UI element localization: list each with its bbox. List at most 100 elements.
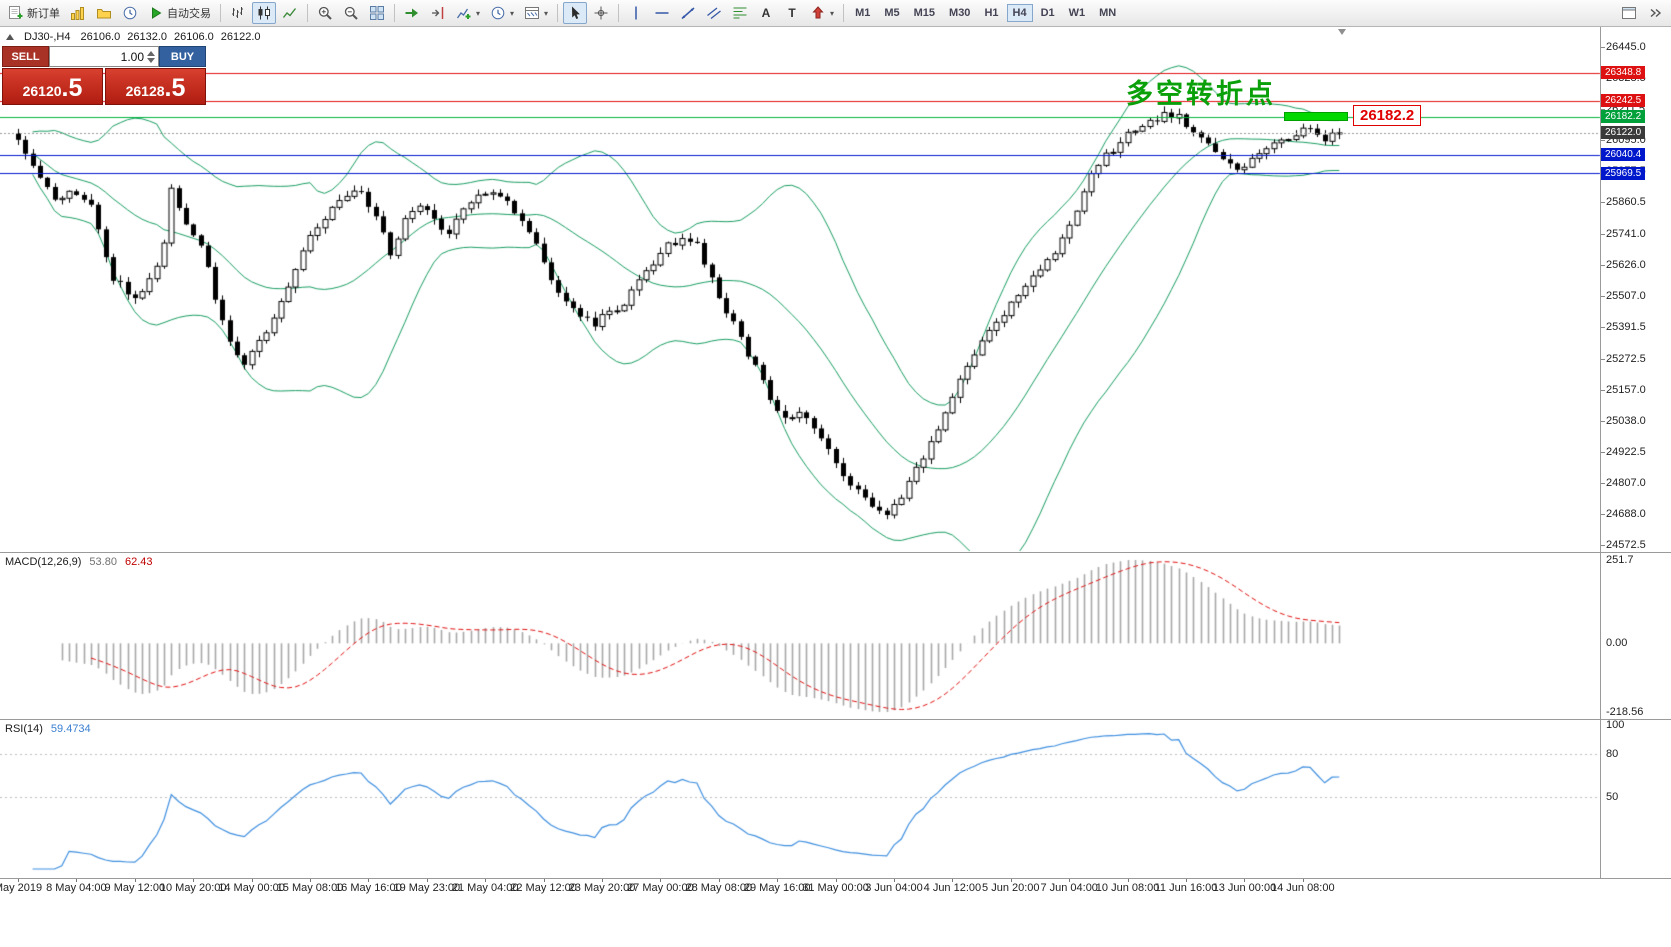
- svg-text:T: T: [788, 6, 796, 20]
- x-axis-tick: [660, 878, 661, 882]
- buy-button[interactable]: BUY: [159, 46, 206, 67]
- x-axis-tick: [836, 878, 837, 882]
- profiles-icon[interactable]: [92, 2, 116, 24]
- x-axis-date-label: 29 May 16:00: [743, 882, 811, 894]
- new-order-button[interactable]: 新订单: [4, 2, 64, 24]
- toolbar-overflow-icon[interactable]: [1643, 2, 1667, 24]
- svg-text:A: A: [762, 6, 771, 20]
- chart-shift-marker-icon[interactable]: [1338, 29, 1346, 35]
- timeframe-w1[interactable]: W1: [1068, 7, 1086, 19]
- macd-axis-max-label: 251.7: [1606, 554, 1634, 566]
- spinner-down-icon[interactable]: [147, 57, 155, 63]
- toolbar-right-group: [1616, 0, 1668, 26]
- buy-price-button[interactable]: 26128 .5: [105, 68, 206, 105]
- x-axis-tick: [602, 878, 603, 882]
- x-axis-tick: [193, 878, 194, 882]
- macd-axis-zero-label: 0.00: [1606, 637, 1628, 650]
- label-icon[interactable]: T: [780, 2, 804, 24]
- x-axis-date-label: 10 May 20:00: [159, 882, 227, 894]
- arrows-icon[interactable]: ▾: [806, 2, 838, 24]
- x-axis-tick: [368, 878, 369, 882]
- rsi-indicator-title: RSI(14) 59.4734: [5, 723, 91, 735]
- timeframe-mn[interactable]: MN: [1099, 7, 1117, 19]
- y-axis-tick: [1600, 452, 1605, 453]
- timeframe-h1[interactable]: H1: [984, 7, 999, 19]
- resistance-zone-rectangle[interactable]: [1284, 112, 1348, 121]
- channel-icon[interactable]: [702, 2, 726, 24]
- y-axis-tick: [1600, 234, 1605, 235]
- zoom-in-icon[interactable]: [313, 2, 337, 24]
- periods-icon[interactable]: ▾: [486, 2, 518, 24]
- price-level-flag[interactable]: 26182.2: [1353, 105, 1422, 126]
- y-axis-price-label: 25038.0: [1606, 415, 1646, 428]
- chinese-annotation[interactable]: 多空转折点: [1126, 79, 1276, 110]
- timeframe-h4[interactable]: H4: [1006, 4, 1033, 22]
- y-axis-tick: [1600, 202, 1605, 203]
- x-axis-date-label: May 2019: [0, 882, 43, 894]
- text-icon[interactable]: A: [754, 2, 778, 24]
- sell-price-button[interactable]: 26120 .5: [2, 68, 103, 105]
- indicators-icon[interactable]: ▾: [452, 2, 484, 24]
- panel-separator-macd[interactable]: [0, 552, 1671, 553]
- market-watch-icon[interactable]: [118, 2, 142, 24]
- timeframe-m15[interactable]: M15: [913, 7, 936, 19]
- zoom-out-icon[interactable]: [339, 2, 363, 24]
- candlestick-chart-icon[interactable]: [252, 2, 276, 24]
- cursor-icon[interactable]: [563, 2, 588, 24]
- timeframe-m5[interactable]: M5: [884, 7, 900, 19]
- x-axis-date-label: 3 Jun 04:00: [865, 882, 923, 894]
- line-chart-icon[interactable]: [278, 2, 302, 24]
- volume-value: 1.00: [120, 49, 144, 64]
- auto-trading-button[interactable]: 自动交易: [144, 2, 215, 24]
- timeframe-m30[interactable]: M30: [949, 7, 971, 19]
- rsi-axis-label: 80: [1606, 747, 1619, 760]
- x-axis-tick: [252, 878, 253, 882]
- dock-windows-icon[interactable]: [1617, 2, 1641, 24]
- pivot-line-green-badge: 26182.2: [1601, 110, 1646, 124]
- x-axis-date-label: 14 Jun 08:00: [1270, 882, 1335, 894]
- templates-icon[interactable]: ▾: [520, 2, 552, 24]
- y-axis-tick: [1600, 359, 1605, 360]
- support-line-upper-badge: 26040.4: [1601, 148, 1646, 162]
- x-axis-tick: [777, 878, 778, 882]
- rsi-title: RSI(14): [5, 723, 43, 735]
- y-axis-separator: [1600, 27, 1601, 878]
- x-axis-tick: [135, 878, 136, 882]
- y-axis-tick: [1600, 140, 1605, 141]
- volume-input[interactable]: 1.00: [49, 46, 159, 67]
- fibonacci-icon[interactable]: [728, 2, 752, 24]
- x-axis-date-label: 13 Jun 00:00: [1212, 882, 1277, 894]
- trendline-icon[interactable]: [676, 2, 700, 24]
- y-axis-price-label: 26445.0: [1606, 41, 1646, 53]
- spinner-up-icon[interactable]: [147, 50, 155, 56]
- auto-scroll-icon[interactable]: [400, 2, 424, 24]
- chart-shift-icon[interactable]: [426, 2, 450, 24]
- toolbar-separator: [557, 4, 559, 22]
- x-axis-date-label: 11 Jun 16:00: [1154, 882, 1218, 894]
- panel-separator-rsi[interactable]: [0, 719, 1671, 720]
- volume-spinner[interactable]: [147, 50, 156, 63]
- x-axis-date-label: 7 Jun 04:00: [1040, 882, 1098, 894]
- buy-price-main: 26128: [125, 83, 165, 99]
- buy-price-fraction: .5: [164, 74, 186, 102]
- sell-button[interactable]: SELL: [2, 46, 49, 67]
- x-axis-date-label: 27 May 00:00: [627, 882, 694, 894]
- y-axis-price-label: 24572.5: [1606, 539, 1646, 551]
- ohlc-close: 26122.0: [220, 31, 261, 43]
- horizontal-line-icon[interactable]: [650, 2, 674, 24]
- x-axis-tick: [952, 878, 953, 882]
- new-chart-icon[interactable]: [66, 2, 90, 24]
- tile-windows-icon[interactable]: [365, 2, 389, 24]
- x-axis-date-label: 15 May 08:00: [276, 882, 344, 894]
- toolbar-separator: [843, 4, 845, 22]
- vertical-line-icon[interactable]: [624, 2, 648, 24]
- crosshair-icon[interactable]: [589, 2, 613, 24]
- y-axis-tick: [1600, 47, 1605, 48]
- bar-chart-icon[interactable]: [226, 2, 250, 24]
- macd-value-main: 53.80: [89, 556, 117, 568]
- timeframe-m1[interactable]: M1: [855, 7, 871, 19]
- timeframe-d1[interactable]: D1: [1040, 7, 1055, 19]
- toolbar-separator: [307, 4, 308, 22]
- x-axis-date-label: 16 May 16:00: [335, 882, 402, 894]
